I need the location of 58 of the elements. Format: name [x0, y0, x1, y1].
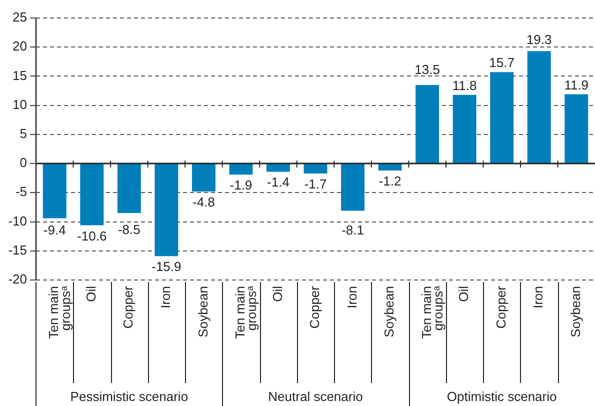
x-tick-label: Ten main groupsᵃ [418, 286, 446, 339]
bar [527, 51, 551, 164]
y-tick-label: -20 [8, 272, 27, 287]
data-label: -1.7 [304, 176, 327, 192]
y-tick-label: 20 [12, 38, 27, 54]
data-label: 15.7 [489, 55, 514, 70]
bar [564, 94, 588, 164]
data-label: 13.5 [414, 62, 440, 77]
x-tick-label: Copper [493, 285, 508, 329]
y-tick-label: 25 [12, 10, 27, 25]
bar [378, 164, 402, 171]
text: Neutral scenario [268, 389, 363, 404]
data-label: -8.5 [118, 222, 140, 238]
text: Pessimistic scenario [70, 389, 188, 404]
bar [452, 94, 476, 164]
data-label: -1.4 [267, 174, 290, 190]
bar [266, 164, 290, 172]
y-tick-label: 5 [20, 126, 27, 142]
text: Optimistic scenario [446, 389, 557, 404]
data-label: -8.1 [342, 222, 364, 238]
x-tick-label: Soybean [195, 286, 210, 338]
y-tick-label: 0 [20, 155, 27, 170]
y-tick-label: -10 [8, 213, 27, 228]
bar [416, 84, 440, 164]
bar [304, 164, 328, 174]
data-label: -10.6 [77, 228, 107, 244]
x-tick-label: Copper [307, 285, 322, 329]
data-label: 19.3 [526, 32, 552, 48]
x-tick-label: Oil [83, 286, 98, 302]
data-label: 11.8 [452, 78, 477, 93]
bar [490, 72, 514, 164]
bar [229, 164, 253, 175]
data-label: -15.9 [152, 259, 182, 274]
data-label: -4.8 [192, 194, 215, 210]
x-tick-label: Iron [530, 286, 546, 308]
bar [192, 164, 216, 192]
bar [117, 164, 141, 214]
data-label: 11.9 [564, 77, 589, 92]
x-tick-label: Oil [270, 286, 285, 302]
x-tick-label: Ten main groupsᵃ [46, 286, 73, 339]
bar [341, 164, 365, 211]
x-tick-label: Ten main groupsᵃ [232, 286, 260, 339]
data-label: -1.9 [230, 178, 252, 193]
y-tick-label: 10 [12, 96, 27, 112]
x-tick-label: Soybean [568, 286, 583, 338]
bar [154, 164, 178, 256]
x-tick-label: Soybean [382, 286, 397, 338]
y-tick-label: -15 [8, 242, 27, 258]
y-tick-label: 15 [12, 68, 27, 83]
bar [42, 164, 66, 218]
x-tick-label: Iron [344, 286, 360, 308]
x-tick-label: Oil [456, 286, 472, 302]
data-label: -9.4 [43, 222, 66, 238]
y-tick-label: -5 [15, 184, 27, 200]
x-tick-label: Copper [120, 285, 136, 329]
bar [80, 164, 104, 226]
data-label: -1.2 [378, 174, 402, 189]
x-tick-label: Iron [158, 286, 174, 308]
